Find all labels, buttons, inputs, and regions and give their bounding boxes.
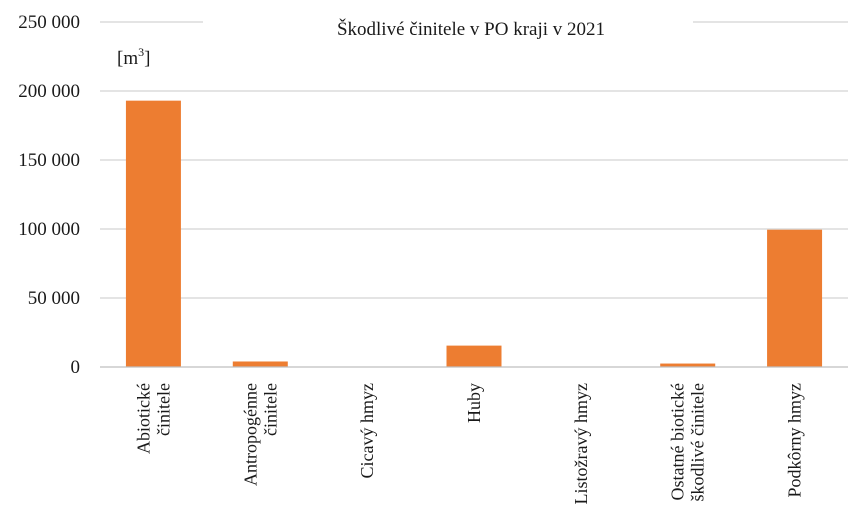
- x-category-label: Cicavý hmyz: [357, 383, 377, 478]
- x-category-label: Antropogénne: [240, 383, 260, 486]
- y-tick-label: 0: [71, 357, 81, 378]
- bar-3: [446, 345, 502, 367]
- x-category-label: Podkôrny hmyz: [785, 383, 805, 498]
- y-tick-label: 150 000: [18, 150, 80, 171]
- x-category-label: škodlivé činitele: [688, 383, 708, 501]
- y-tick-label: 100 000: [18, 219, 80, 240]
- x-axis-labels: Abiotické činitele Antropogénne činitele Cic…: [133, 383, 804, 504]
- chart-title: Škodlivé činitele v PO kraji v 2021: [337, 18, 605, 40]
- x-category-label: činitele: [153, 383, 173, 436]
- bar-1: [232, 361, 288, 367]
- bar-6: [767, 229, 823, 367]
- x-category-label: Huby: [464, 383, 484, 423]
- bars: [125, 100, 823, 367]
- x-category-label: Listožravý hmyz: [571, 383, 591, 504]
- y-tick-label: 200 000: [18, 81, 80, 102]
- y-axis-ticks: 0 50 000 100 000 150 000 200 000 250 000: [18, 12, 80, 378]
- y-tick-label: 50 000: [28, 288, 80, 309]
- bar-0: [125, 100, 181, 367]
- y-tick-label: 250 000: [18, 12, 80, 33]
- x-category-label: Ostatné biotické: [668, 383, 688, 500]
- x-category-label: Abiotické: [133, 383, 153, 454]
- x-category-label: činitele: [260, 383, 280, 436]
- bar-5: [660, 363, 716, 367]
- gridlines: [100, 21, 848, 299]
- unit-label: [m3]: [117, 45, 150, 69]
